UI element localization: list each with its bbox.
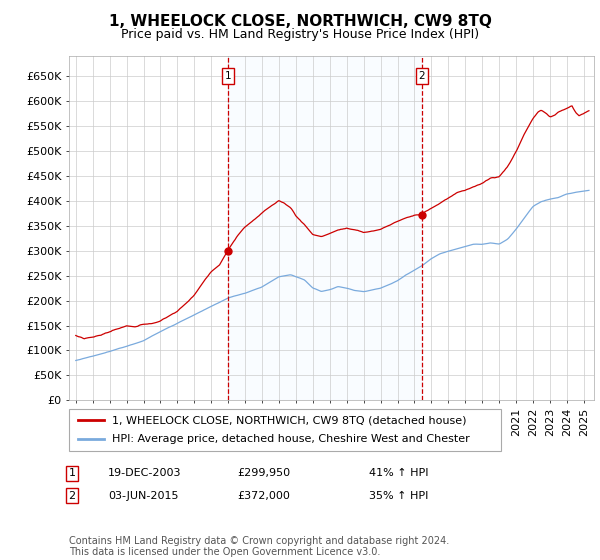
Text: 35% ↑ HPI: 35% ↑ HPI [369, 491, 428, 501]
Text: 2: 2 [68, 491, 76, 501]
Text: 2: 2 [418, 71, 425, 81]
Text: Price paid vs. HM Land Registry's House Price Index (HPI): Price paid vs. HM Land Registry's House … [121, 28, 479, 41]
Text: 1: 1 [68, 468, 76, 478]
Text: 41% ↑ HPI: 41% ↑ HPI [369, 468, 428, 478]
Text: 1, WHEELOCK CLOSE, NORTHWICH, CW9 8TQ (detached house): 1, WHEELOCK CLOSE, NORTHWICH, CW9 8TQ (d… [112, 415, 467, 425]
Text: 1: 1 [224, 71, 231, 81]
Bar [227, 56, 422, 400]
Text: 03-JUN-2015: 03-JUN-2015 [108, 491, 179, 501]
Text: Contains HM Land Registry data © Crown copyright and database right 2024.
This d: Contains HM Land Registry data © Crown c… [69, 535, 449, 557]
FancyBboxPatch shape [69, 409, 501, 451]
Text: £372,000: £372,000 [237, 491, 290, 501]
Text: HPI: Average price, detached house, Cheshire West and Chester: HPI: Average price, detached house, Ches… [112, 435, 470, 445]
Text: 19-DEC-2003: 19-DEC-2003 [108, 468, 182, 478]
Text: 1, WHEELOCK CLOSE, NORTHWICH, CW9 8TQ: 1, WHEELOCK CLOSE, NORTHWICH, CW9 8TQ [109, 14, 491, 29]
Text: £299,950: £299,950 [237, 468, 290, 478]
